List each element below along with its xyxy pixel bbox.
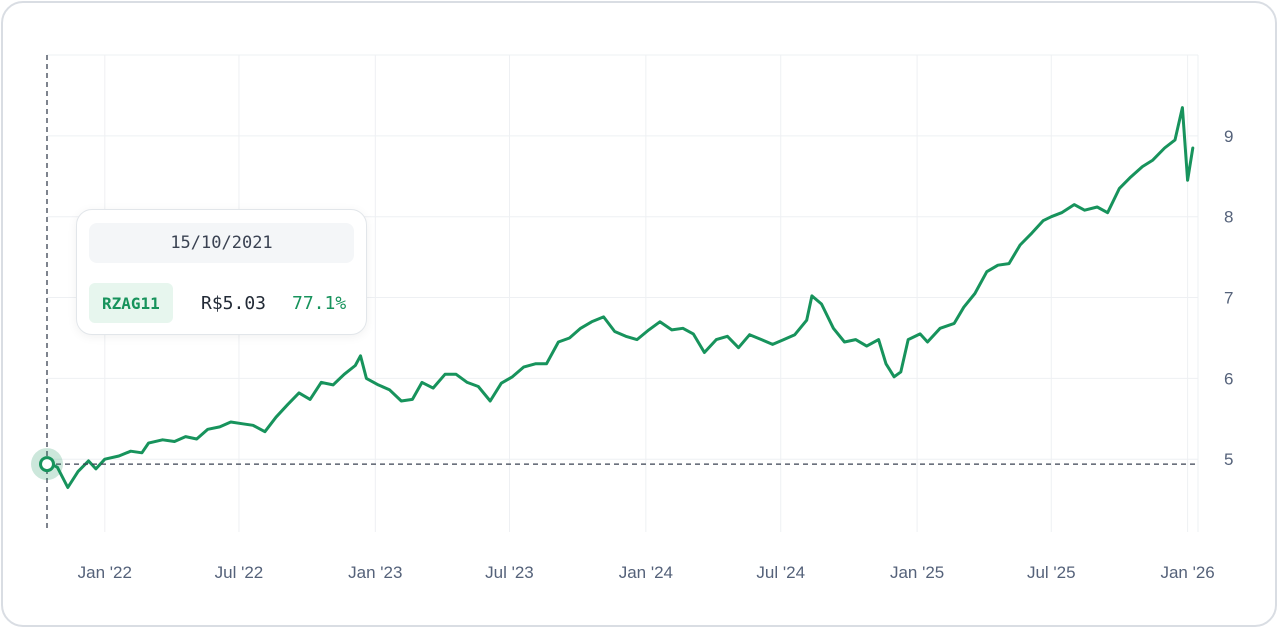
y-tick-label: 8 bbox=[1224, 208, 1233, 227]
y-tick-label: 7 bbox=[1224, 289, 1233, 308]
x-tick-label: Jul '22 bbox=[215, 563, 264, 582]
x-tick-label: Jul '23 bbox=[485, 563, 534, 582]
x-tick-label: Jan '26 bbox=[1160, 563, 1214, 582]
x-tick-label: Jul '25 bbox=[1027, 563, 1076, 582]
hover-tooltip: 15/10/2021 RZAG11 R$5.03 77.1% bbox=[76, 209, 367, 335]
tooltip-date: 15/10/2021 bbox=[89, 223, 354, 263]
x-tick-label: Jan '25 bbox=[890, 563, 944, 582]
x-tick-label: Jul '24 bbox=[756, 563, 805, 582]
x-tick-label: Jan '22 bbox=[78, 563, 132, 582]
tooltip-price: R$5.03 bbox=[201, 292, 267, 314]
y-tick-label: 9 bbox=[1224, 127, 1233, 146]
tooltip-ticker-badge: RZAG11 bbox=[89, 283, 173, 323]
y-tick-label: 5 bbox=[1224, 450, 1233, 469]
chart-grid bbox=[47, 54, 1199, 532]
series-line bbox=[45, 106, 1195, 489]
y-tick-label: 6 bbox=[1224, 369, 1233, 388]
x-tick-label: Jan '24 bbox=[619, 563, 673, 582]
tooltip-change: 77.1% bbox=[292, 292, 347, 314]
hover-marker[interactable] bbox=[39, 456, 55, 473]
x-axis-ticks: Jan '22 Jul '22 Jan '23 Jul '23 Jan '24 Jul '… bbox=[78, 563, 1215, 582]
x-tick-label: Jan '23 bbox=[348, 563, 402, 582]
y-axis-ticks: 5 6 7 8 9 bbox=[1224, 127, 1233, 469]
